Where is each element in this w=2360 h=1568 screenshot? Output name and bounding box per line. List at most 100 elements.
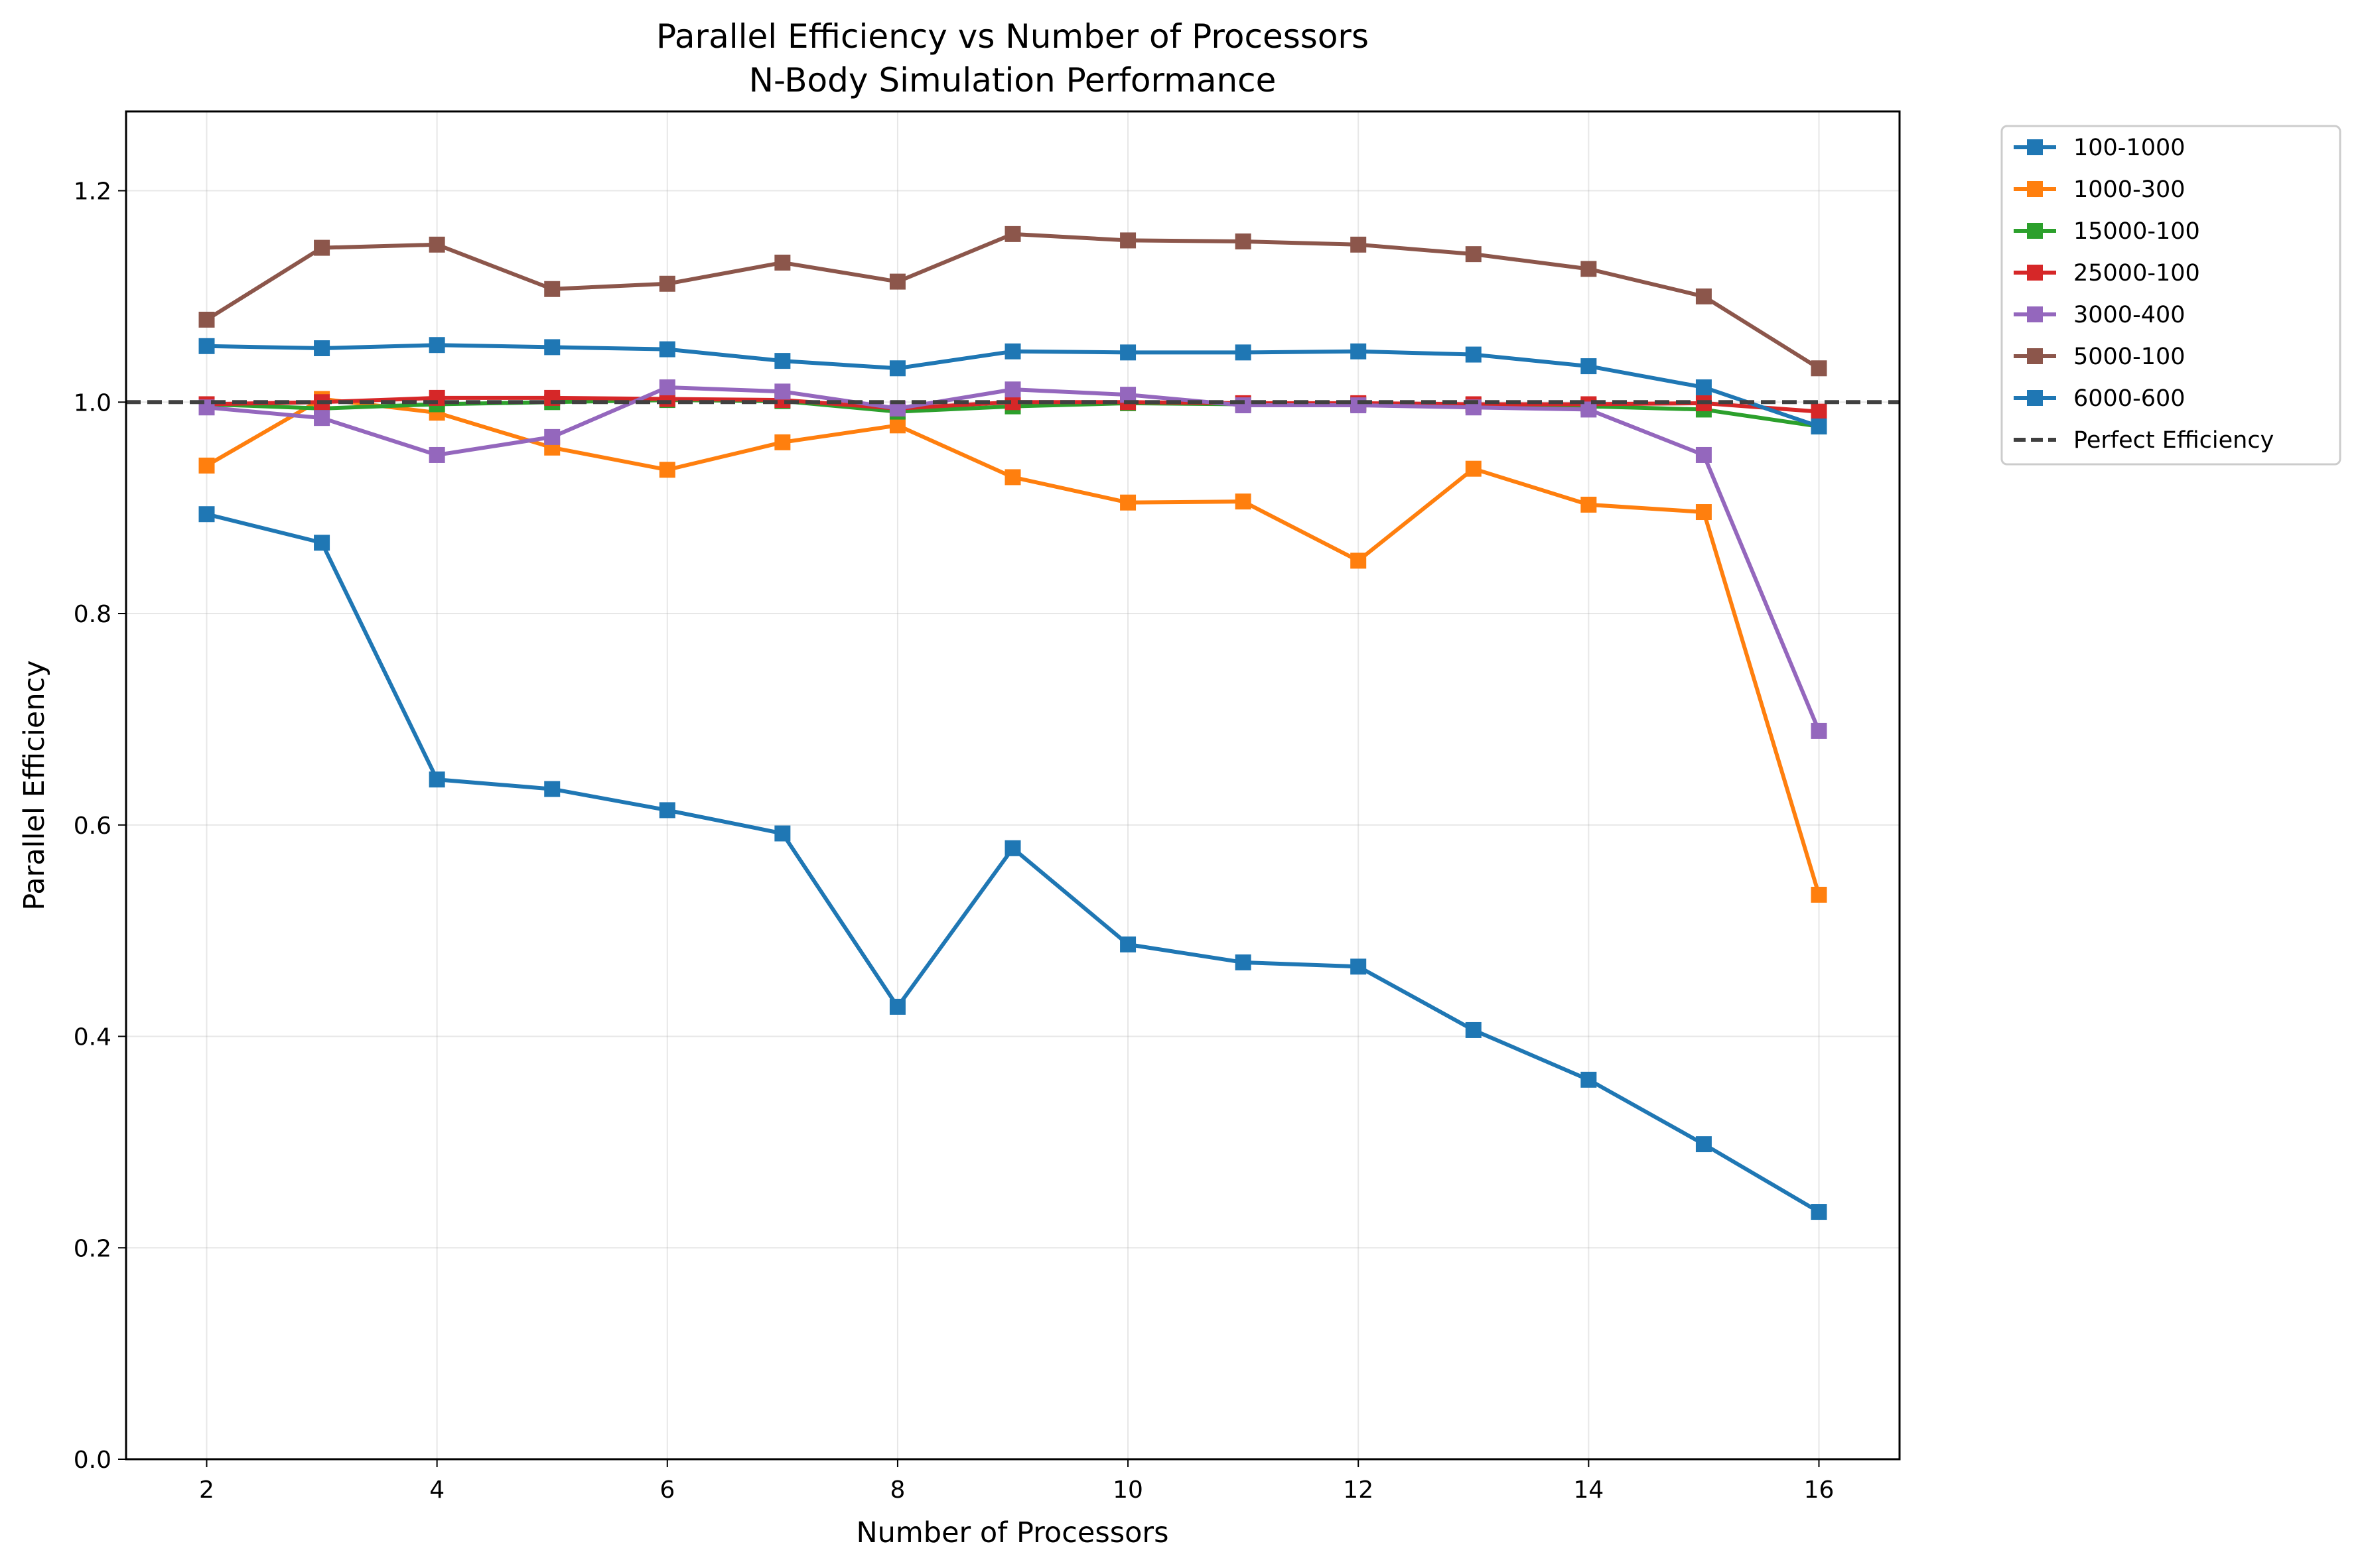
series-100-1000 — [198, 506, 1827, 1220]
legend-entry: 5000-100 — [2014, 344, 2186, 370]
series-lines — [126, 226, 1900, 1220]
data-point — [198, 457, 215, 474]
data-point — [1235, 233, 1251, 250]
series-5000-100 — [198, 226, 1827, 377]
legend-swatch-marker — [2027, 390, 2043, 406]
data-point — [774, 434, 791, 450]
data-point — [774, 254, 791, 271]
data-point — [1235, 397, 1251, 414]
legend-label: 15000-100 — [2073, 218, 2200, 245]
data-point — [1005, 226, 1021, 242]
data-point — [1811, 403, 1827, 420]
data-point — [429, 771, 445, 788]
data-point — [314, 340, 330, 356]
legend-entry: 15000-100 — [2014, 218, 2200, 245]
data-point — [1005, 343, 1021, 359]
data-point — [1120, 232, 1137, 249]
legend-swatch-marker — [2027, 265, 2043, 281]
legend-entry: 25000-100 — [2014, 260, 2200, 287]
data-point — [889, 360, 906, 377]
legend-swatch-marker — [2027, 139, 2043, 155]
data-point — [659, 341, 675, 358]
legend-label: Perfect Efficiency — [2073, 427, 2274, 454]
data-point — [429, 236, 445, 253]
legend-swatch-marker — [2027, 348, 2043, 364]
data-point — [429, 337, 445, 354]
data-point — [1695, 379, 1712, 395]
data-point — [1120, 344, 1137, 361]
data-point — [1811, 418, 1827, 434]
data-point — [659, 379, 675, 395]
x-tick-label: 2 — [199, 1476, 214, 1504]
legend-label: 100-1000 — [2073, 135, 2186, 161]
y-tick-label: 0.6 — [74, 813, 111, 840]
data-point — [889, 417, 906, 434]
series-6000-600 — [198, 337, 1827, 434]
data-point — [1350, 236, 1367, 253]
data-point — [314, 410, 330, 426]
y-tick-label: 0.2 — [74, 1235, 111, 1262]
data-point — [1695, 504, 1712, 521]
data-point — [1005, 381, 1021, 398]
data-point — [659, 275, 675, 292]
data-point — [659, 802, 675, 818]
legend-entry: 3000-400 — [2014, 302, 2186, 328]
chart-subtitle: N-Body Simulation Performance — [749, 61, 1277, 99]
data-point — [774, 383, 791, 400]
data-point — [1580, 358, 1597, 375]
data-point — [544, 428, 561, 445]
data-point — [1465, 460, 1482, 477]
data-point — [1120, 494, 1137, 511]
series-1000-300 — [198, 391, 1827, 903]
data-point — [1235, 954, 1251, 970]
data-point — [1811, 1204, 1827, 1220]
legend-swatch-marker — [2027, 223, 2043, 239]
legend-swatch-marker — [2027, 181, 2043, 197]
data-point — [1580, 261, 1597, 277]
x-axis-label: Number of Processors — [856, 1516, 1168, 1549]
legend-label: 5000-100 — [2073, 344, 2186, 370]
data-point — [1695, 288, 1712, 304]
data-point — [889, 273, 906, 290]
plot-area-frame — [125, 110, 1901, 1461]
data-point — [1120, 387, 1137, 403]
data-point — [1811, 360, 1827, 377]
data-point — [314, 535, 330, 551]
data-point — [1465, 346, 1482, 363]
data-point — [1580, 1071, 1597, 1088]
data-point — [198, 311, 215, 328]
x-tick-label: 16 — [1804, 1476, 1835, 1504]
data-point — [1465, 246, 1482, 263]
x-tick-label: 10 — [1113, 1476, 1143, 1504]
data-point — [1811, 886, 1827, 903]
data-point — [889, 998, 906, 1015]
legend-entry: Perfect Efficiency — [2014, 427, 2274, 454]
data-point — [198, 506, 215, 523]
data-point — [1580, 401, 1597, 418]
y-tick-label: 0.4 — [74, 1024, 111, 1051]
x-tick-label: 14 — [1573, 1476, 1604, 1504]
legend-label: 25000-100 — [2073, 260, 2200, 287]
legend-entry: 1000-300 — [2014, 176, 2186, 203]
axis-ticks: 2 4 6 8 10 12 14 16 0.0 0.2 0.4 0.6 0.8 1.0 1.2 — [74, 178, 1835, 1504]
data-point — [544, 339, 561, 356]
y-tick-label: 1.2 — [74, 178, 111, 206]
legend-swatch-marker — [2027, 306, 2043, 322]
data-point — [1235, 493, 1251, 510]
data-point — [429, 446, 445, 463]
data-point — [1350, 958, 1367, 975]
data-point — [1350, 343, 1367, 359]
data-point — [544, 781, 561, 797]
data-point — [1811, 722, 1827, 739]
data-point — [1465, 1021, 1482, 1038]
data-point — [774, 825, 791, 842]
chart-title: Parallel Efficiency vs Number of Process… — [656, 17, 1369, 56]
legend-frame — [2000, 125, 2341, 466]
legend-label: 6000-600 — [2073, 385, 2186, 412]
data-point — [1695, 1136, 1712, 1153]
legend-label: 3000-400 — [2073, 302, 2186, 328]
data-point — [1695, 446, 1712, 463]
data-point — [1120, 936, 1137, 952]
